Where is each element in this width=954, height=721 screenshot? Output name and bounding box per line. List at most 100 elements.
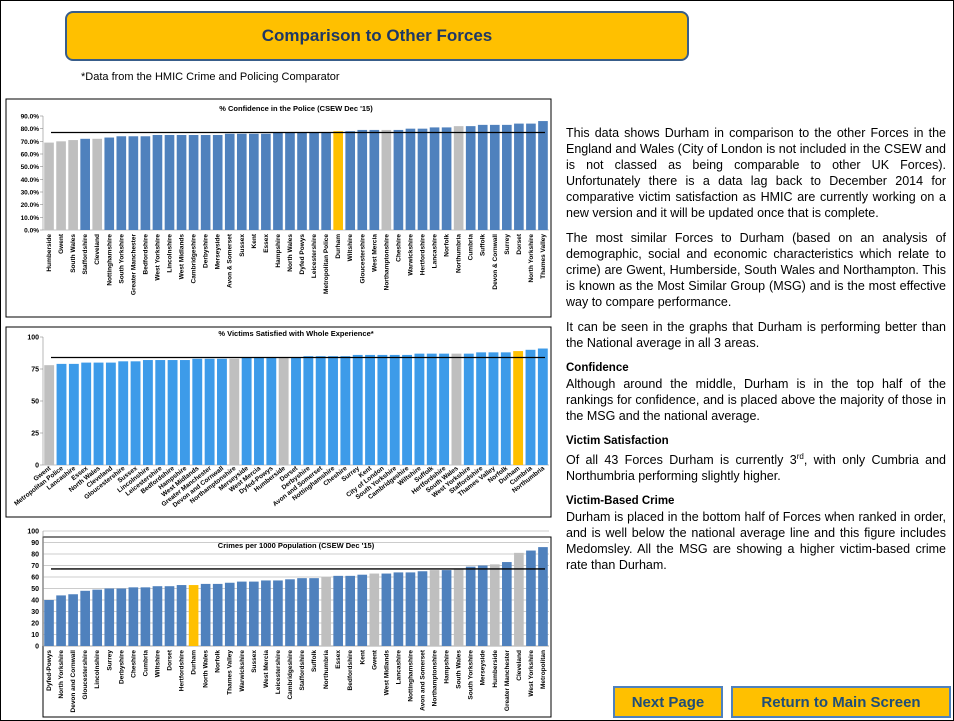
bar (309, 132, 319, 230)
x-tick-label: Kent (359, 649, 366, 664)
y-tick-label: 50 (31, 586, 39, 593)
bar (377, 354, 388, 465)
bar (80, 138, 90, 230)
x-tick-label: West Mercia (263, 650, 270, 688)
paragraph: Of all 43 Forces Durham is currently 3rd… (566, 449, 946, 484)
bar (441, 127, 452, 230)
bar (513, 351, 524, 465)
x-tick-label: Cumbria (142, 650, 149, 677)
bar (128, 587, 139, 646)
bar (429, 127, 440, 230)
chart-frame (5, 98, 552, 318)
bar (273, 132, 283, 230)
bar (92, 589, 103, 646)
x-tick-label: Gwent (371, 649, 378, 670)
x-tick-label: Hampshire (444, 650, 451, 684)
x-tick-label: Norfolk (444, 234, 451, 257)
bar (285, 132, 295, 230)
bar (465, 126, 476, 230)
bar (44, 142, 54, 230)
y-tick-label: 10.0% (21, 215, 40, 222)
x-tick-label: Norfolk (215, 650, 222, 673)
x-tick-label: Northamptonshire (383, 234, 390, 291)
next-page-button[interactable]: Next Page (613, 686, 723, 718)
chart-title: Crimes per 1000 Population (CSEW Dec '15… (218, 541, 375, 550)
bar (217, 358, 227, 465)
x-tick-label: Gloucestershire (359, 234, 366, 284)
x-tick-label: Metropolitan (540, 650, 547, 689)
bar (303, 356, 314, 465)
bar (116, 588, 127, 646)
bar (261, 580, 271, 646)
bar (502, 124, 512, 230)
x-tick-label: North Wales (287, 234, 294, 272)
bar (44, 365, 55, 465)
x-tick-label: Suffolk (311, 650, 318, 672)
x-tick-label: Bedfordshire (347, 650, 354, 691)
bar (236, 581, 247, 646)
charts: % Confidence in the Police (CSEW Dec '15… (5, 98, 552, 718)
x-tick-label: Lincolnshire (167, 234, 174, 273)
x-tick-label: Wiltshire (347, 234, 354, 262)
x-tick-label: Nottinghamshire (106, 234, 113, 286)
x-tick-label: South Yorkshire (118, 234, 125, 284)
bar (453, 126, 464, 230)
x-tick-label: Lancashire (432, 234, 439, 269)
bar (56, 363, 67, 465)
bar (315, 356, 326, 465)
bar (254, 357, 264, 465)
bar (537, 348, 548, 465)
bar (192, 358, 203, 465)
bar (369, 129, 380, 230)
x-tick-label: Avon & Somerset (227, 233, 234, 288)
bar (56, 141, 66, 230)
bar (369, 573, 380, 646)
x-tick-label: Greater Manchester (504, 650, 511, 712)
bar (291, 357, 301, 465)
x-tick-label: West Midlands (383, 650, 390, 696)
bar (426, 353, 437, 465)
bar (155, 360, 166, 465)
bar (204, 358, 215, 465)
x-tick-label: Warwickshire (407, 234, 414, 276)
bar (167, 360, 178, 465)
bar (381, 573, 392, 646)
bar (116, 136, 127, 230)
x-tick-label: Devon & Cornwall (492, 234, 499, 290)
y-tick-label: 50 (31, 399, 39, 406)
x-tick-label: Gloucestershire (82, 650, 89, 700)
main-screen-button[interactable]: Return to Main Screen (731, 686, 951, 718)
bar (176, 135, 187, 230)
bar (152, 586, 163, 646)
chart-frame (5, 326, 552, 518)
bar (525, 349, 536, 465)
bar (357, 129, 368, 230)
x-tick-label: Dyfed-Powys (46, 650, 53, 691)
bar (104, 588, 115, 646)
x-tick-label: Surrey (504, 234, 511, 255)
bar (249, 133, 259, 230)
bar (68, 140, 78, 230)
bar (44, 600, 54, 646)
bar (140, 136, 151, 230)
bar (414, 353, 425, 465)
bar (188, 135, 199, 230)
chart-title: % Victims Satisfied with Whole Experienc… (218, 329, 373, 338)
y-tick-label: 80.0% (21, 126, 40, 133)
bar (429, 570, 440, 646)
bar (345, 131, 356, 230)
bar (188, 585, 199, 646)
x-tick-label: Derbyshire (118, 650, 125, 684)
y-tick-label: 0 (35, 463, 39, 470)
bar (93, 362, 104, 465)
bar (285, 579, 295, 646)
bar (500, 352, 511, 465)
x-tick-label: North Wales (203, 650, 210, 688)
y-tick-label: 40.0% (21, 177, 40, 184)
x-tick-label: West Mercia (371, 234, 378, 272)
heading: Confidence (566, 362, 629, 374)
bar (212, 135, 223, 230)
bar (405, 572, 416, 646)
y-tick-label: 80 (31, 552, 39, 559)
